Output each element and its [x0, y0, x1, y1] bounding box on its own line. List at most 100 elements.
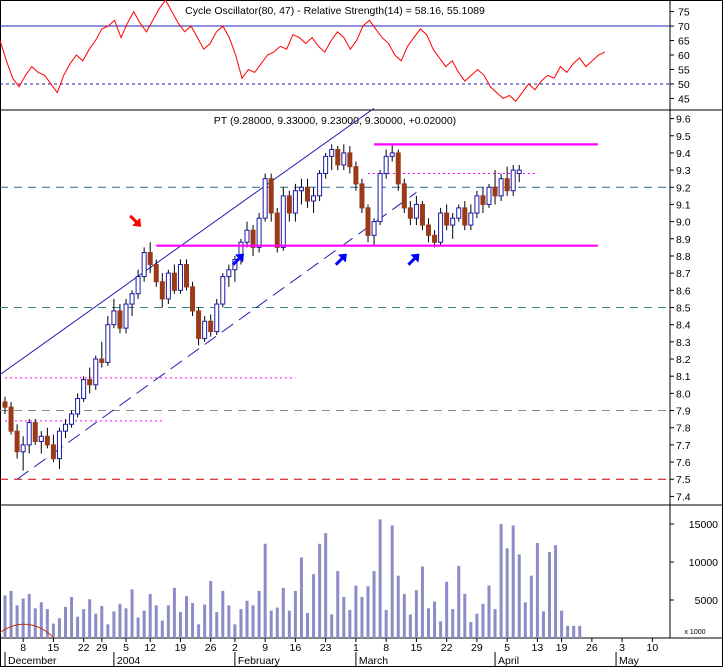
volume-bar [433, 601, 437, 638]
price-tick-label: 8.3 [676, 337, 691, 349]
candle-up [75, 398, 81, 415]
candle-up [214, 303, 220, 333]
volume-bar [130, 589, 134, 638]
month-label: May [619, 655, 640, 667]
price-tick-label: 8.7 [676, 268, 691, 280]
candle-down [99, 358, 105, 363]
candle-up [56, 430, 62, 460]
time-tick-label: 26 [586, 642, 598, 654]
volume-bar [578, 625, 582, 638]
volume-bar [227, 605, 231, 638]
candle-up [93, 358, 99, 386]
volume-bar [541, 611, 545, 638]
volume-bar [33, 608, 37, 638]
volume-bar [166, 605, 170, 638]
volume-bar [372, 571, 376, 638]
month-label: 2004 [117, 655, 141, 667]
candle-up [389, 152, 395, 157]
volume-bar [191, 603, 195, 638]
oscillator-series-line [0, 0, 606, 103]
time-tick-label: 3 [619, 642, 625, 654]
volume-bar [70, 596, 74, 638]
candle-down [117, 310, 123, 329]
candle-up [202, 320, 208, 339]
volume-bar [354, 585, 358, 638]
candle-up [63, 423, 68, 432]
volume-bar [306, 612, 309, 638]
time-tick-label: 13 [532, 642, 544, 654]
price-tick-label: 7.9 [676, 406, 691, 418]
time-tick-label: 23 [320, 642, 332, 654]
time-tick-label: 12 [144, 642, 156, 654]
volume-bar [76, 616, 80, 638]
candle-up [298, 186, 304, 192]
candle-down [250, 229, 256, 248]
time-tick-label: 2 [232, 642, 238, 654]
volume-bar [185, 596, 188, 638]
candle-up [292, 190, 298, 214]
volume-bar [475, 613, 479, 638]
price-tick-label: 8.8 [676, 251, 691, 263]
volume-bar [281, 587, 285, 638]
candle-down [32, 422, 38, 442]
candle-up [383, 155, 389, 175]
volume-bar [517, 554, 521, 638]
volume-bar [336, 571, 340, 638]
candle-up [498, 178, 504, 197]
volume-bar [269, 610, 273, 638]
candle-up [177, 264, 183, 291]
time-tick-label: 1 [353, 642, 359, 654]
volume-bar [154, 605, 158, 638]
volume-bar [245, 600, 249, 638]
candle-down [444, 212, 450, 226]
volume-bar [481, 603, 485, 638]
time-tick-label: 29 [96, 642, 108, 654]
volume-bar [390, 525, 394, 638]
price-tick-label: 8.6 [676, 285, 691, 297]
candle-down [407, 207, 413, 219]
candle-down [2, 401, 8, 408]
candle-down [8, 406, 14, 432]
candle-up [123, 303, 129, 329]
volume-bar [112, 611, 116, 638]
volume-bar [57, 618, 61, 638]
price-tick-label: 8.9 [676, 234, 691, 246]
candle-up [438, 212, 444, 243]
volume-bar [324, 533, 328, 638]
month-label: April [498, 655, 519, 667]
time-tick-label: 22 [441, 642, 453, 654]
candle-up [341, 152, 347, 166]
volume-bar [106, 624, 110, 638]
volume-tick-label: 15000 [689, 519, 718, 531]
candle-down [335, 149, 341, 166]
candle-up [323, 155, 329, 175]
volume-bar [51, 623, 55, 638]
price-tick-label: 9.1 [676, 199, 691, 211]
candle-down [286, 195, 292, 214]
volume-bar [293, 590, 297, 638]
volume-bar [263, 543, 267, 638]
time-tick-label: 10 [647, 642, 659, 654]
volume-bar [420, 566, 424, 638]
volume-bar [396, 575, 400, 638]
candle-down [305, 186, 310, 202]
price-tick-label: 7.7 [676, 440, 691, 452]
month-label: March [359, 655, 388, 667]
candle-down [159, 281, 165, 300]
volume-bar [94, 613, 98, 638]
volume-bar [215, 612, 219, 638]
price-tick-label: 9.2 [676, 182, 691, 194]
volume-bar [251, 605, 255, 638]
time-tick-label: 19 [556, 642, 568, 654]
volume-bar [45, 609, 49, 638]
month-label: December [8, 655, 57, 667]
volume-bar [312, 574, 316, 638]
volume-bar [342, 596, 346, 638]
volume-bar [233, 624, 237, 638]
volume-bar [451, 609, 455, 638]
red-arrow-head-icon [132, 217, 142, 227]
volume-bar [330, 614, 334, 638]
volume-bar [275, 607, 279, 638]
volume-bar [124, 608, 128, 638]
oscillator-tick-label: 45 [678, 93, 690, 105]
